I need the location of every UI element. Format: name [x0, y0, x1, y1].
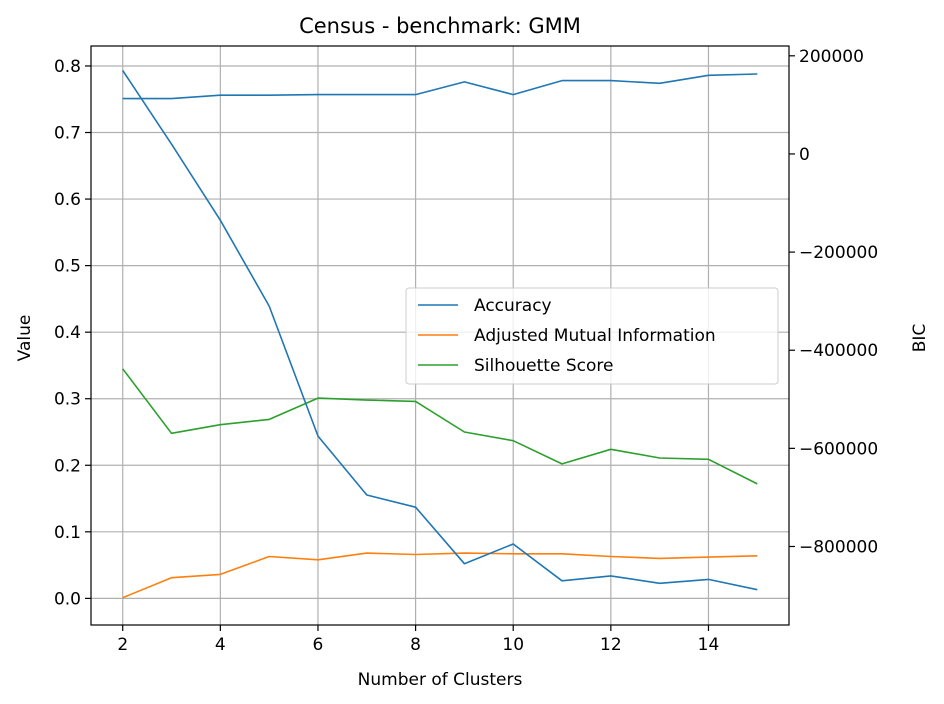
y2-tick-label: 200000 [799, 47, 864, 67]
y-tick-label: 0.4 [54, 323, 81, 343]
y2-tick-label: −800000 [799, 537, 878, 557]
x-tick-label: 8 [410, 635, 421, 655]
y-tick-label: 0.1 [54, 523, 81, 543]
series-line-silhouette-score [122, 368, 758, 485]
x-axis-label: Number of Clusters [358, 670, 523, 690]
y2-axis-label: BIC [910, 324, 930, 353]
legend-label: Accuracy [474, 296, 552, 316]
y-tick-label: 0.8 [54, 57, 81, 77]
series-lines [122, 70, 758, 599]
y-tick-label: 0.7 [54, 124, 81, 144]
y-tick-label: 0.2 [54, 456, 81, 476]
y2-tick-label: −400000 [799, 341, 878, 361]
legend-box [405, 287, 779, 385]
series-line-bic [122, 70, 758, 591]
x-tick-label: 12 [600, 635, 622, 655]
series-line-accuracy [122, 73, 758, 100]
y-axis-left: 0.0 0.1 0.2 0.3 0.4 0.5 0.6 0.7 0.8 [54, 57, 91, 609]
x-tick-label: 14 [698, 635, 720, 655]
y-tick-label: 0.6 [54, 190, 81, 210]
y2-tick-label: 0 [799, 145, 810, 165]
x-tick-label: 2 [117, 635, 128, 655]
grid [91, 46, 789, 625]
x-tick-label: 6 [313, 635, 324, 655]
x-tick-label: 10 [502, 635, 524, 655]
legend-label: Silhouette Score [474, 356, 613, 376]
y-axis-label: Value [15, 315, 35, 362]
legend-label: Adjusted Mutual Information [474, 326, 716, 346]
x-axis: 2 4 6 8 10 12 14 [117, 625, 719, 655]
y-tick-label: 0.0 [54, 589, 81, 609]
y2-tick-label: −200000 [799, 243, 878, 263]
y-axis-right: 200000 0 −200000 −400000 −600000 −800000 [789, 47, 878, 557]
y-tick-label: 0.3 [54, 390, 81, 410]
plot-frame [90, 45, 790, 626]
legend: Accuracy Adjusted Mutual Information Silho… [405, 287, 779, 385]
y-tick-label: 0.5 [54, 257, 81, 277]
x-tick-label: 4 [215, 635, 226, 655]
chart-title: Census - benchmark: GMM [299, 14, 581, 38]
series-line-adjusted-mutual-information [122, 552, 758, 599]
y2-tick-label: −600000 [799, 439, 878, 459]
